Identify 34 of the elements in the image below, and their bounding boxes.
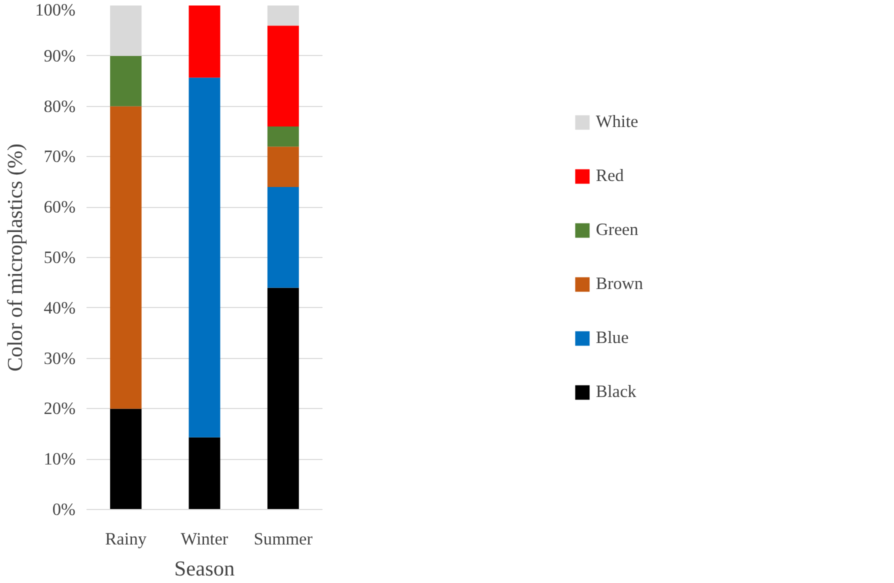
bar: [267, 288, 299, 510]
bar: [110, 408, 142, 510]
x-tick-label: Rainy: [105, 530, 147, 548]
legend-label: Green: [596, 220, 638, 240]
y-tick-label: 70%: [44, 147, 76, 166]
y-tick-label: 40%: [44, 298, 76, 318]
x-axis-title: Season: [174, 556, 236, 580]
y-tick-label: 60%: [44, 198, 76, 217]
y-tick-label: 30%: [44, 348, 76, 368]
bar: [267, 26, 299, 126]
y-tick-label: 90%: [44, 46, 76, 66]
y-axis-title: Color of microplastics (%): [3, 143, 28, 372]
bar: [188, 6, 220, 78]
x-tick-label: Summer: [254, 530, 313, 548]
bar: [267, 126, 299, 147]
y-tick-label: 20%: [44, 399, 76, 418]
bar: [267, 6, 299, 26]
legend-label: Brown: [596, 274, 644, 294]
y-tick-label: 80%: [44, 96, 76, 116]
bar: [110, 56, 142, 106]
y-tick-label: 100%: [35, 0, 76, 20]
x-tick-label: Winter: [180, 530, 228, 548]
bar: [188, 78, 220, 438]
bar: [267, 186, 299, 288]
bar: [188, 437, 220, 510]
legend-label: White: [596, 112, 638, 132]
y-tick-label: 0%: [52, 500, 76, 519]
bar: [267, 146, 299, 187]
y-tick-label: 10%: [44, 450, 76, 469]
y-tick-label: 50%: [44, 248, 76, 267]
bar: [110, 106, 142, 409]
legend-label: Black: [596, 382, 636, 402]
legend-label: Red: [596, 166, 624, 186]
legend-label: Blue: [596, 328, 629, 348]
